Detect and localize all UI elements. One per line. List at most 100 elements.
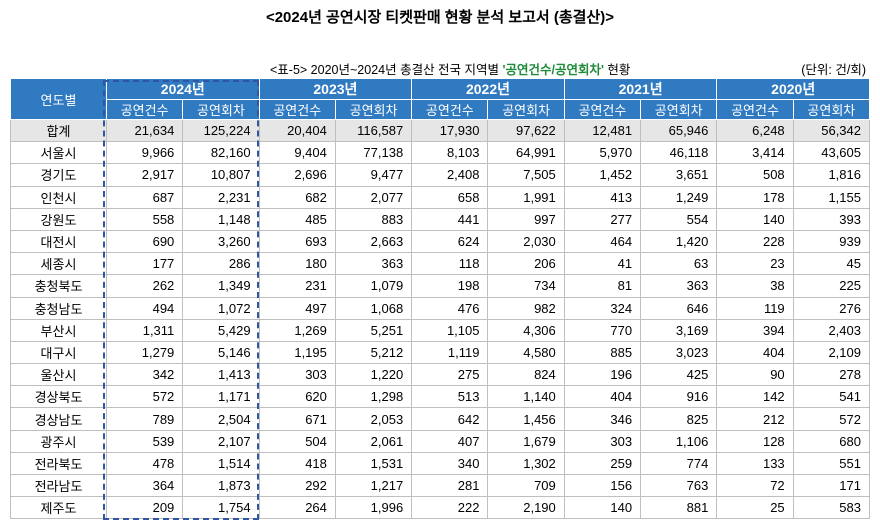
cell: 128 bbox=[716, 429, 794, 453]
row-label: 울산시 bbox=[10, 363, 107, 387]
cell: 554 bbox=[640, 207, 718, 231]
cell: 17,930 bbox=[411, 118, 489, 143]
cell: 1,068 bbox=[334, 296, 413, 320]
cell: 2,107 bbox=[182, 429, 260, 453]
cell: 1,514 bbox=[182, 451, 260, 476]
cell: 883 bbox=[334, 207, 413, 231]
subheader: 공연건수 bbox=[563, 99, 642, 120]
cell: 77,138 bbox=[334, 141, 413, 165]
cell: 303 bbox=[563, 429, 642, 453]
cell: 624 bbox=[411, 229, 489, 254]
row-label: 경상남도 bbox=[10, 407, 107, 431]
cell: 1,413 bbox=[182, 363, 260, 387]
cell: 1,249 bbox=[640, 185, 718, 209]
cell: 3,023 bbox=[640, 340, 718, 365]
cell: 21,634 bbox=[105, 118, 184, 143]
cell: 5,429 bbox=[182, 318, 260, 342]
cell: 693 bbox=[258, 229, 336, 254]
cell: 404 bbox=[563, 385, 642, 409]
cell: 10,807 bbox=[182, 163, 260, 187]
year-header: 2022년 bbox=[411, 78, 565, 100]
table-row: 대구시 1,279 5,146 1,195 5,212 1,119 4,580 885 3,02… bbox=[10, 340, 871, 365]
cell: 2,696 bbox=[258, 163, 336, 187]
cell: 231 bbox=[258, 274, 336, 298]
cell: 687 bbox=[105, 185, 184, 209]
cell: 558 bbox=[105, 207, 184, 231]
cell: 20,404 bbox=[258, 118, 336, 143]
table-row: 전라북도 478 1,514 418 1,531 340 1,302 259 774 133 551 bbox=[10, 451, 871, 476]
cell: 680 bbox=[792, 429, 871, 453]
cell: 824 bbox=[487, 363, 565, 387]
cell: 259 bbox=[563, 451, 642, 476]
cell: 5,251 bbox=[334, 318, 413, 342]
cell: 763 bbox=[640, 473, 718, 498]
cell: 140 bbox=[563, 496, 642, 520]
cell: 464 bbox=[563, 229, 642, 254]
cell: 394 bbox=[716, 318, 794, 342]
cell: 1,531 bbox=[334, 451, 413, 476]
cell: 583 bbox=[792, 496, 871, 520]
cell: 2,030 bbox=[487, 229, 565, 254]
cell: 177 bbox=[105, 252, 184, 276]
cell: 541 bbox=[792, 385, 871, 409]
cell: 1,311 bbox=[105, 318, 184, 342]
year-header: 2023년 bbox=[258, 78, 413, 100]
table-row: 강원도 558 1,148 485 883 441 997 277 554 140 393 bbox=[10, 207, 871, 231]
year-header: 2020년 bbox=[716, 78, 870, 100]
cell: 1,349 bbox=[182, 274, 260, 298]
subheader: 공연건수 bbox=[411, 99, 489, 120]
cell: 5,212 bbox=[334, 340, 413, 365]
cell: 1,140 bbox=[487, 385, 565, 409]
cell: 209 bbox=[105, 496, 184, 520]
cell: 81 bbox=[563, 274, 642, 298]
row-label: 충청남도 bbox=[10, 296, 107, 320]
cell: 1,679 bbox=[487, 429, 565, 453]
cell: 8,103 bbox=[411, 141, 489, 165]
cell: 281 bbox=[411, 473, 489, 498]
cell: 2,408 bbox=[411, 163, 489, 187]
cell: 1,991 bbox=[487, 185, 565, 209]
row-label: 충청북도 bbox=[10, 274, 107, 298]
cell: 119 bbox=[716, 296, 794, 320]
cell: 2,917 bbox=[105, 163, 184, 187]
row-label: 경기도 bbox=[10, 163, 107, 187]
cell: 45 bbox=[792, 252, 871, 276]
cell: 142 bbox=[716, 385, 794, 409]
subheader: 공연건수 bbox=[105, 99, 184, 120]
data-table: 연도별 2024년 2023년 2022년 2021년 2020년 공연건수 공연회차 공연건수… bbox=[10, 78, 871, 520]
cell: 4,306 bbox=[487, 318, 565, 342]
cell: 41 bbox=[563, 252, 642, 276]
cell: 133 bbox=[716, 451, 794, 476]
cell: 2,061 bbox=[334, 429, 413, 453]
table-row: 경상북도 572 1,171 620 1,298 513 1,140 404 916 142 541 bbox=[10, 385, 871, 409]
cell: 178 bbox=[716, 185, 794, 209]
cell: 2,053 bbox=[334, 407, 413, 431]
cell: 642 bbox=[411, 407, 489, 431]
cell: 485 bbox=[258, 207, 336, 231]
row-label: 합계 bbox=[10, 118, 107, 143]
cell: 825 bbox=[640, 407, 718, 431]
table-row: 경기도 2,917 10,807 2,696 9,477 2,408 7,505 1,452 3… bbox=[10, 163, 871, 187]
cell: 1,119 bbox=[411, 340, 489, 365]
cell: 572 bbox=[105, 385, 184, 409]
cell: 116,587 bbox=[334, 118, 413, 143]
cell: 12,481 bbox=[563, 118, 642, 143]
cell: 97,622 bbox=[487, 118, 565, 143]
cell: 277 bbox=[563, 207, 642, 231]
row-label: 서울시 bbox=[10, 141, 107, 165]
cell: 885 bbox=[563, 340, 642, 365]
table-row: 충청북도 262 1,349 231 1,079 198 734 81 363 38 225 bbox=[10, 274, 871, 298]
cell: 2,504 bbox=[182, 407, 260, 431]
cell: 1,105 bbox=[411, 318, 489, 342]
cell: 1,220 bbox=[334, 363, 413, 387]
cell: 2,077 bbox=[334, 185, 413, 209]
cell: 292 bbox=[258, 473, 336, 498]
cell: 3,414 bbox=[716, 141, 794, 165]
subheader-row: 공연건수 공연회차 공연건수 공연회차 공연건수 공연회차 공연건수 공연회차 공연건수 공연회차 bbox=[11, 99, 871, 120]
cell: 572 bbox=[792, 407, 871, 431]
caption: <표-5> 2020년~2024년 총결산 전국 지역별 '공연건수/공연회차'… bbox=[270, 59, 630, 78]
subheader: 공연회차 bbox=[640, 99, 718, 120]
cell: 1,155 bbox=[792, 185, 871, 209]
table-row: 대전시 690 3,260 693 2,663 624 2,030 464 1,420 228 93… bbox=[10, 229, 871, 254]
cell: 43,605 bbox=[792, 141, 871, 165]
